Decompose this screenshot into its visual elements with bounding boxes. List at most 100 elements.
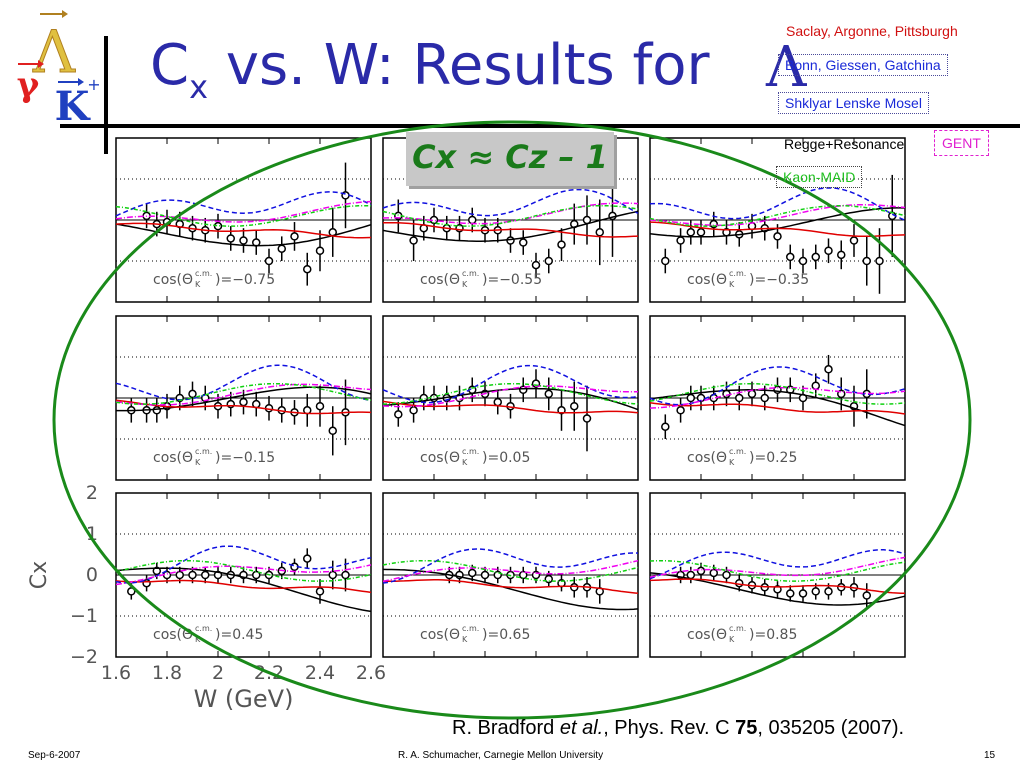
curve-saclay: [115, 399, 372, 415]
data-point: [175, 570, 184, 580]
highlight-ellipse: [52, 120, 972, 720]
curve-bonn: [649, 187, 906, 221]
data-point: [798, 256, 808, 266]
data-point: [328, 570, 337, 580]
data-point: [696, 393, 706, 403]
data-point: [303, 554, 312, 563]
curve-gent: [649, 203, 906, 227]
data-point: [519, 570, 528, 580]
curve-bonn: [115, 545, 372, 584]
panel-label: cos(Θ: [153, 450, 193, 466]
x-tick-label: 1.6: [101, 662, 131, 684]
data-point: [676, 236, 685, 245]
panel-label-sup: c.m.: [195, 624, 212, 633]
curve-gent: [382, 559, 639, 583]
curve-saclay: [649, 402, 906, 415]
data-point: [315, 587, 325, 596]
curve-saclay: [382, 400, 639, 414]
curve-kaon-maid: [382, 559, 639, 582]
legend-item-gent: GENT: [934, 130, 989, 156]
panel-label: cos(Θ: [687, 627, 727, 643]
data-point: [480, 570, 490, 580]
data-point: [686, 393, 696, 403]
panel-label-sup: c.m.: [462, 269, 479, 278]
data-point: [849, 236, 859, 245]
logo-arrow-icon: [18, 60, 44, 68]
data-point: [519, 238, 528, 247]
curve-gent: [115, 383, 372, 406]
data-point: [811, 252, 820, 262]
data-point: [786, 252, 795, 262]
data-point: [315, 246, 325, 255]
curve-regge: [116, 386, 372, 412]
gamma-lambda-kaon-logo: Λ γ K +: [17, 10, 101, 128]
panel-1: cos(Θ c.m. K)=−0.75: [115, 137, 372, 303]
legend-item-saclay: Saclay, Argonne, Pittsburgh: [786, 23, 958, 39]
curve-saclay: [115, 579, 372, 594]
data-point: [773, 232, 782, 241]
data-point: [341, 570, 350, 580]
curve-gent: [649, 386, 906, 409]
title-lambda: Λ: [766, 35, 807, 100]
logo-arrow-icon: [58, 78, 84, 86]
panel-label-value: )=0.65: [482, 627, 530, 643]
data-point: [696, 228, 706, 237]
legend-gent-label: GENT: [942, 135, 981, 151]
data-point: [531, 260, 541, 270]
panel-7: cos(Θ c.m. K)=0.45: [115, 492, 372, 658]
panel-label-value: )=0.85: [749, 627, 797, 643]
panel-label-sup: c.m.: [462, 624, 479, 633]
logo-kaon-glyph: K: [55, 83, 91, 128]
data-point: [696, 566, 706, 576]
logo-kaon-charge: +: [87, 75, 100, 94]
data-point: [595, 228, 604, 237]
panel-label: cos(Θ: [420, 272, 460, 288]
data-point: [213, 221, 223, 231]
data-point: [493, 397, 502, 407]
data-point: [201, 570, 210, 580]
title-rest: vs. W: Results for: [208, 33, 710, 98]
panel-label-value: )=0.45: [215, 627, 263, 643]
data-point: [468, 215, 477, 225]
data-point: [303, 264, 312, 274]
legend-item-kaon-maid: Kaon-MAID: [776, 166, 863, 188]
data-point: [722, 570, 731, 580]
x-tick-label: 2.6: [356, 662, 386, 684]
panel-label: cos(Θ: [420, 627, 460, 643]
curve-kaon-maid: [382, 382, 639, 405]
x-tick-label: 2: [212, 662, 224, 684]
curve-saclay: [649, 578, 906, 595]
data-point: [862, 256, 871, 266]
data-point: [127, 587, 136, 596]
panel-label-sup: c.m.: [195, 269, 212, 278]
citation-volume: 75: [735, 717, 758, 739]
panel-label-sup: c.m.: [195, 447, 212, 456]
panel-label: cos(Θ: [153, 627, 193, 643]
data-point: [661, 422, 670, 431]
curve-saclay: [382, 579, 639, 595]
panel-label-value: )=−0.75: [215, 272, 275, 288]
panel-label-value: )=0.25: [749, 450, 797, 466]
panel-label-value: )=−0.15: [215, 450, 275, 466]
curve-kaon-maid: [115, 382, 372, 405]
panel-label-value: )=−0.35: [749, 272, 809, 288]
y-axis-label: Cx: [27, 561, 52, 589]
data-point: [570, 583, 579, 592]
citation-rest: , 035205 (2007).: [757, 717, 905, 739]
data-point: [824, 587, 833, 596]
panel-label-sup: c.m.: [462, 447, 479, 456]
data-point: [760, 393, 769, 403]
curve-saclay: [382, 221, 639, 238]
panel-label-value: )=0.05: [482, 450, 530, 466]
curve-saclay: [649, 221, 906, 237]
data-point: [226, 399, 235, 409]
panel-4: cos(Θ c.m. K)=−0.15: [115, 315, 372, 481]
data-point: [557, 240, 566, 249]
panel-label-sup: c.m.: [729, 447, 746, 456]
logo-gamma-glyph: γ: [17, 65, 40, 105]
title-prefix: C: [150, 33, 190, 98]
y-tick-label: −2: [70, 646, 98, 668]
data-point: [264, 256, 274, 266]
data-point: [661, 256, 670, 266]
